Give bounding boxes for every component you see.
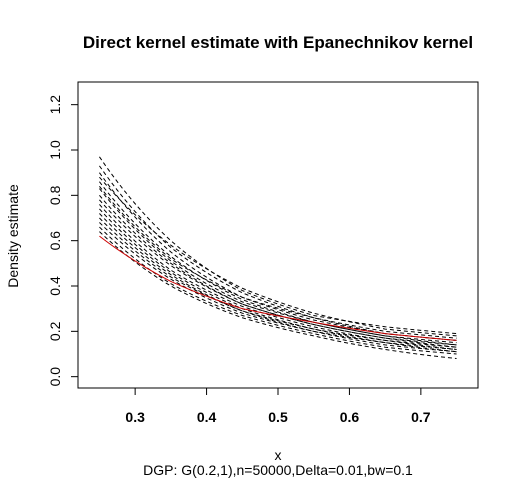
series-line — [99, 176, 457, 337]
series-line — [99, 222, 457, 353]
series-line — [99, 195, 457, 346]
series-line — [99, 208, 457, 350]
y-tick-label: 0.4 — [47, 276, 63, 296]
series-line — [99, 217, 457, 353]
series-line — [99, 185, 457, 341]
y-axis-label: Density estimate — [5, 184, 21, 288]
y-tick-label: 0.2 — [47, 321, 63, 341]
series-line — [99, 235, 457, 341]
series-line — [99, 199, 457, 348]
x-tick-label: 0.4 — [197, 409, 217, 425]
series-line — [99, 213, 457, 350]
series-layer — [99, 156, 457, 360]
chart-subtitle: DGP: G(0.2,1),n=50000,Delta=0.01,bw=0.1 — [143, 462, 413, 478]
x-tick-label: 0.3 — [125, 409, 145, 425]
y-tick-label: 0.0 — [47, 367, 63, 387]
series-line — [99, 231, 457, 360]
y-tick-label: 1.2 — [47, 95, 63, 115]
x-tick-label: 0.6 — [340, 409, 360, 425]
x-tick-label: 0.7 — [411, 409, 431, 425]
series-line — [99, 156, 457, 335]
x-tick-label: 0.5 — [268, 409, 288, 425]
y-tick-label: 0.6 — [47, 231, 63, 251]
x-axis: 0.3 0.4 0.5 0.6 0.7 — [125, 387, 431, 425]
series-line — [99, 188, 457, 346]
y-tick-label: 0.8 — [47, 185, 63, 205]
x-axis-label: x — [275, 447, 282, 463]
plot-frame — [77, 81, 479, 389]
y-tick-label: 1.0 — [47, 140, 63, 160]
series-line — [99, 204, 457, 348]
series-line — [99, 165, 457, 339]
series-line — [99, 226, 457, 355]
chart-title: Direct kernel estimate with Epanechnikov… — [83, 33, 473, 52]
y-axis: 0.0 0.2 0.4 0.6 0.8 1.0 1.2 — [47, 95, 79, 387]
